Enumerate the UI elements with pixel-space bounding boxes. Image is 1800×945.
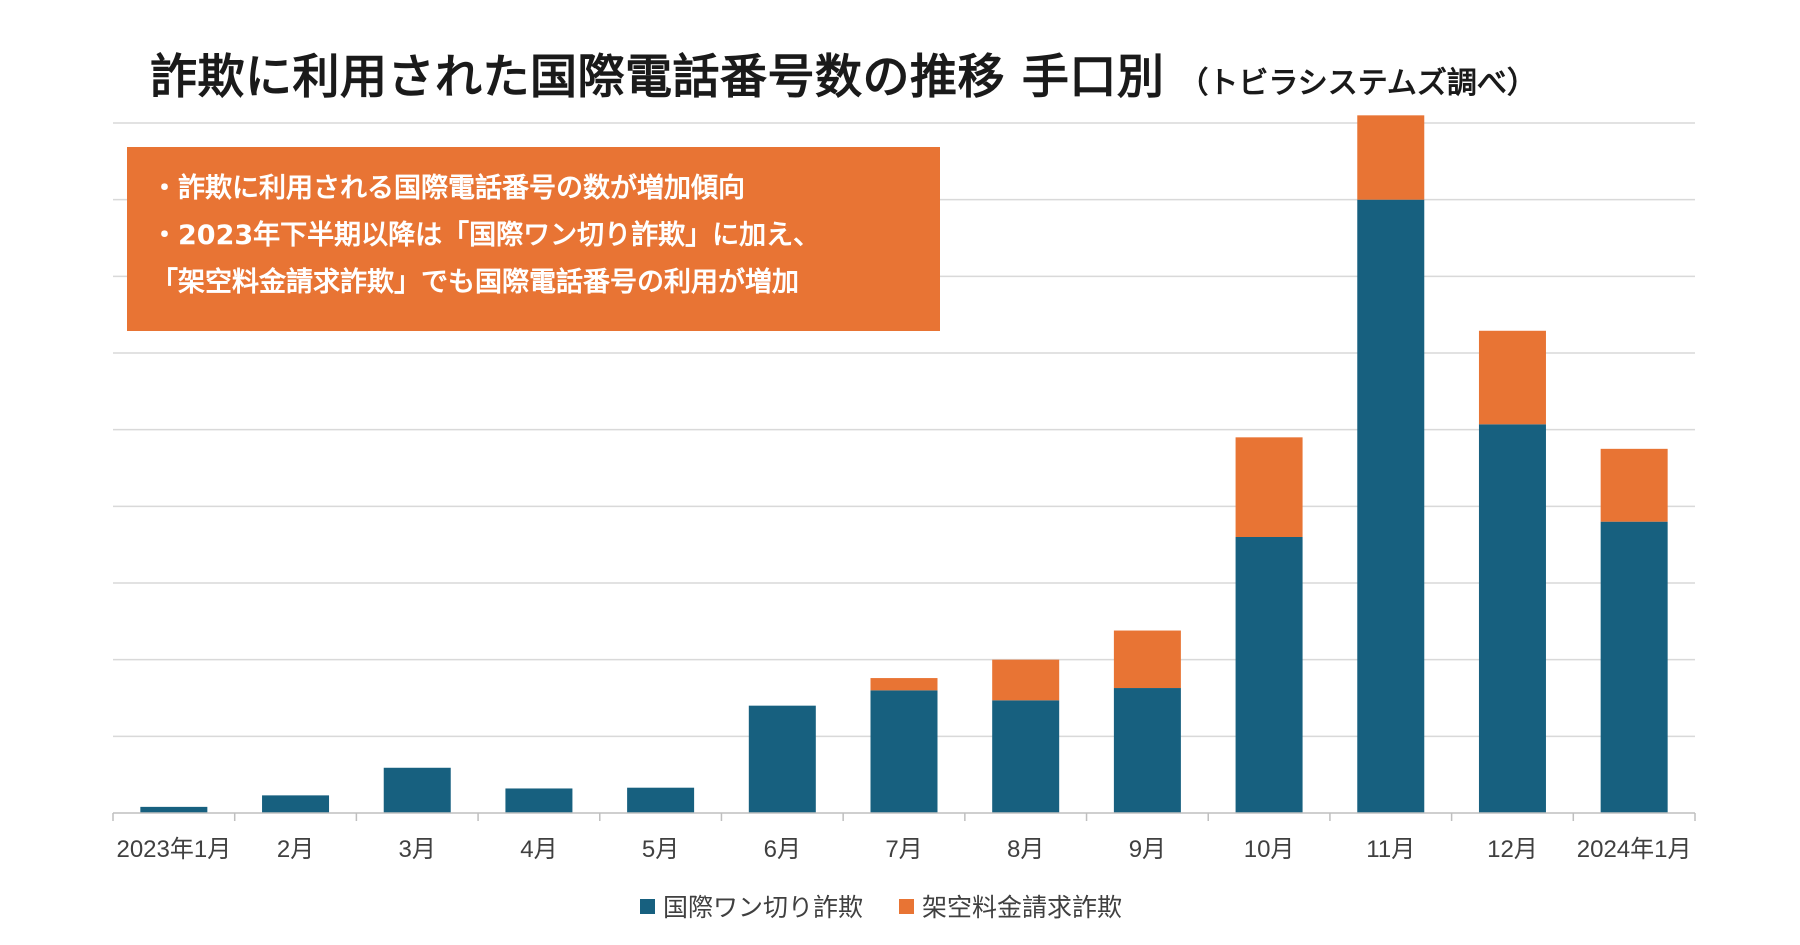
bar-one-ring-11 [1478,424,1546,813]
x-tick-label: 4月 [520,836,557,863]
legend-label-series-1: 国際ワン切り詐欺 [663,893,864,922]
legend-label-series-2: 架空料金請求詐欺 [922,893,1123,922]
x-tick-label: 2024年1月 [1577,836,1692,863]
chart-title: 詐欺に利用された国際電話番号数の推移 手口別 （トビラシステムズ調べ） [150,38,1537,107]
legend-item-series-2: 架空料金請求詐欺 [899,888,1122,924]
x-tick-label: 8月 [1007,836,1044,863]
x-tick-label: 6月 [764,836,801,863]
legend-item-series-1: 国際ワン切り詐欺 [640,888,863,924]
bar-one-ring-12 [1600,521,1668,813]
bar-one-ring-2 [383,767,451,813]
bar-billing-7 [992,659,1060,701]
bar-one-ring-0 [140,806,208,813]
x-tick-label: 2023年1月 [116,836,231,863]
bar-one-ring-6 [870,690,938,813]
bar-one-ring-3 [505,788,573,813]
chart-title-source: （トビラシステムズ調べ） [1178,66,1537,101]
bar-billing-10 [1357,115,1425,200]
chart-legend: 国際ワン切り詐欺 架空料金請求詐欺 [640,888,1158,924]
bar-one-ring-4 [627,787,695,813]
x-tick-label: 2月 [277,836,314,863]
bar-billing-9 [1235,437,1303,537]
bar-billing-12 [1600,448,1668,522]
bar-one-ring-5 [748,705,816,813]
bar-one-ring-10 [1357,199,1425,813]
bar-one-ring-8 [1113,688,1181,813]
x-tick-label: 11月 [1366,836,1415,863]
bar-one-ring-9 [1235,537,1303,813]
x-tick-label: 12月 [1487,836,1538,863]
x-tick-label: 9月 [1129,836,1166,863]
annotation-box: ・詐欺に利用される国際電話番号の数が増加傾向 ・2023年下半期以降は「国際ワン… [127,147,940,331]
bar-billing-6 [870,678,938,691]
x-tick-label: 10月 [1244,836,1295,863]
bar-billing-11 [1478,330,1546,425]
legend-swatch-series-2 [899,898,915,914]
x-tick-label: 5月 [642,836,679,863]
bar-one-ring-7 [992,700,1060,813]
bar-billing-8 [1113,630,1181,689]
chart-title-main: 詐欺に利用された国際電話番号数の推移 手口別 [150,50,1165,105]
bar-one-ring-1 [262,795,330,813]
annotation-line-3: 「架空料金請求詐欺」でも国際電話番号の利用が増加 [151,267,799,298]
x-tick-label: 3月 [399,836,436,863]
annotation-line-2: ・2023年下半期以降は「国際ワン切り詐欺」に加え、 [151,220,821,251]
legend-swatch-series-1 [640,898,655,914]
x-tick-label: 7月 [885,836,922,863]
annotation-line-1: ・詐欺に利用される国際電話番号の数が増加傾向 [151,173,745,204]
